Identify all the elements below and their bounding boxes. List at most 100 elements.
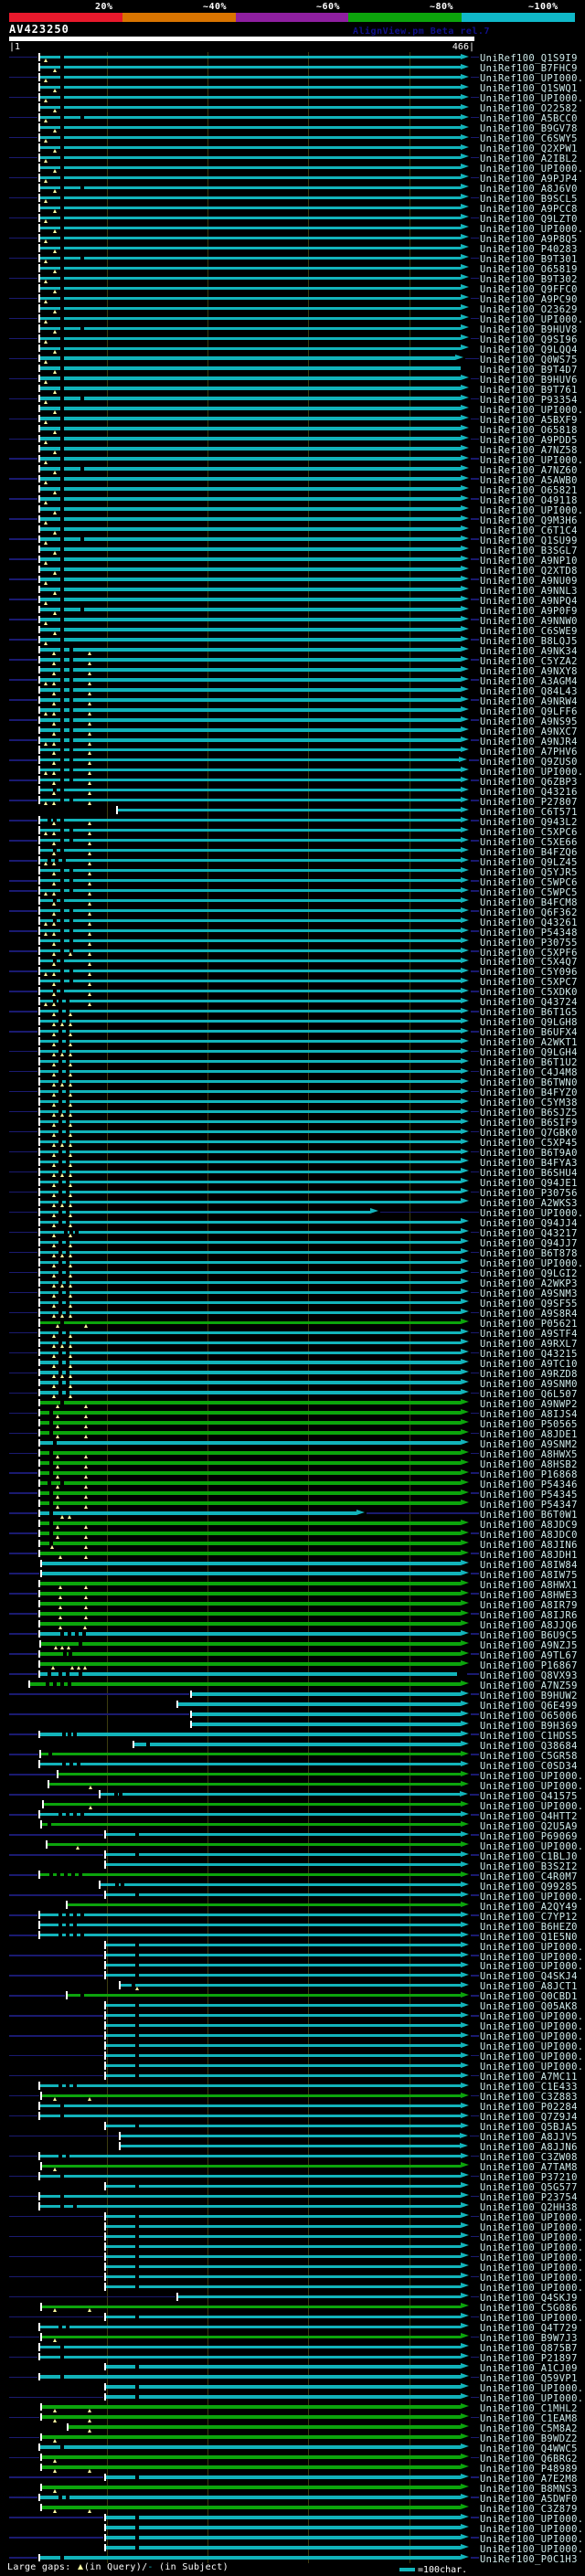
hit-label[interactable]: UniRef100_Q2XPW1: [480, 143, 578, 155]
hit-label[interactable]: UniRef100_A9SNM3: [480, 1288, 578, 1300]
hit-row[interactable]: UniRef100_O65821: [0, 484, 585, 496]
hit-row[interactable]: UniRef100_C4J4M8: [0, 1066, 585, 1078]
hit-row[interactable]: UniRef100_C5XDK0: [0, 986, 585, 998]
hit-label[interactable]: UniRef100_Q9LGI2: [480, 1268, 578, 1280]
hit-label[interactable]: UniRef100_A9NK34: [480, 645, 578, 657]
hit-label[interactable]: UniRef100_A5DWF0: [480, 2493, 578, 2505]
hit-label[interactable]: UniRef100_C3ZW08: [480, 2152, 578, 2164]
hit-label[interactable]: UniRef100_C6T1C4: [480, 525, 578, 536]
hit-label[interactable]: UniRef100_B6SJZ5: [480, 1108, 578, 1119]
hit-label[interactable]: UniRef100_C5XPC6: [480, 826, 578, 838]
hit-row[interactable]: UniRef100_Q5YJR5: [0, 865, 585, 878]
hit-row[interactable]: UniRef100_A9TL67: [0, 1648, 585, 1661]
hit-row[interactable]: UniRef100_O49118: [0, 494, 585, 506]
hit-row[interactable]: UniRef100_C5YM38: [0, 1097, 585, 1108]
hit-row[interactable]: UniRef100_A3AGM4: [0, 674, 585, 687]
hit-row[interactable]: UniRef100_B6T1U2: [0, 1056, 585, 1068]
hit-row[interactable]: UniRef100_UPI000..: [0, 92, 585, 105]
hit-row[interactable]: UniRef100_B9T302: [0, 273, 585, 285]
hit-label[interactable]: UniRef100_A8IW75: [480, 1569, 578, 1581]
hit-label[interactable]: UniRef100_UPI000..: [480, 766, 585, 778]
hit-label[interactable]: UniRef100_P54345: [480, 1489, 578, 1500]
hit-row[interactable]: UniRef100_A9P0F9: [0, 604, 585, 617]
hit-row[interactable]: UniRef100_C4R0M7: [0, 1870, 585, 1882]
hit-row[interactable]: UniRef100_A9SNM0: [0, 1378, 585, 1390]
hit-row[interactable]: UniRef100_B4FZQ6: [0, 845, 585, 858]
hit-label[interactable]: UniRef100_UPI000..: [480, 2253, 585, 2264]
hit-row[interactable]: UniRef100_Q9LGH4: [0, 1046, 585, 1059]
hit-row[interactable]: UniRef100_P16868: [0, 1468, 585, 1480]
hit-label[interactable]: UniRef100_A9NPQ4: [480, 595, 578, 607]
hit-label[interactable]: UniRef100_A5BXF9: [480, 415, 578, 427]
hit-row[interactable]: UniRef100_A8IJS4: [0, 1408, 585, 1421]
hit-label[interactable]: UniRef100_A2QY49: [480, 1901, 578, 1913]
hit-row[interactable]: UniRef100_P50565: [0, 1418, 585, 1430]
hit-label[interactable]: UniRef100_UPI000..: [480, 1941, 585, 1953]
hit-row[interactable]: UniRef100_UPI000..: [0, 163, 585, 175]
hit-row[interactable]: UniRef100_UPI000..: [0, 1940, 585, 1953]
hit-row[interactable]: UniRef100_A8JDC0: [0, 1529, 585, 1541]
hit-label[interactable]: UniRef100_Q9LGH8: [480, 1017, 578, 1029]
hit-label[interactable]: UniRef100_A9NXY8: [480, 665, 578, 677]
hit-row[interactable]: UniRef100_Q5BJA5: [0, 2121, 585, 2133]
hit-row[interactable]: UniRef100_UPI000..: [0, 1839, 585, 1852]
hit-label[interactable]: UniRef100_C6T571: [480, 806, 578, 818]
hit-row[interactable]: UniRef100_A9NU09: [0, 574, 585, 587]
hit-row[interactable]: UniRef100_P54348: [0, 926, 585, 938]
hit-label[interactable]: UniRef100_A8HSB2: [480, 1458, 578, 1470]
hit-row[interactable]: UniRef100_A7NZ60: [0, 464, 585, 476]
hit-label[interactable]: UniRef100_A2IBL2: [480, 154, 578, 165]
hit-row[interactable]: UniRef100_UPI000..: [0, 2392, 585, 2404]
hit-row[interactable]: UniRef100_Q2HH38: [0, 2201, 585, 2213]
hit-label[interactable]: UniRef100_UPI000..: [480, 93, 585, 105]
hit-label[interactable]: UniRef100_O65819: [480, 264, 578, 276]
hit-label[interactable]: UniRef100_B6T1G5: [480, 1007, 578, 1019]
hit-row[interactable]: UniRef100_C3Z879: [0, 2503, 585, 2515]
hit-label[interactable]: UniRef100_Q41575: [480, 1790, 578, 1802]
hit-row[interactable]: UniRef100_C1HDS5: [0, 1729, 585, 1742]
hit-label[interactable]: UniRef100_Q875B7: [480, 2343, 578, 2355]
hit-row[interactable]: UniRef100_A8HSB2: [0, 1458, 585, 1470]
hit-row[interactable]: UniRef100_UPI000..: [0, 2272, 585, 2284]
hit-row[interactable]: UniRef100_A1CJ09: [0, 2362, 585, 2374]
hit-label[interactable]: UniRef100_P54348: [480, 927, 578, 938]
hit-row[interactable]: UniRef100_C1MHL2: [0, 2402, 585, 2415]
hit-row[interactable]: UniRef100_C5GR58: [0, 1749, 585, 1762]
hit-label[interactable]: UniRef100_A9PC90: [480, 294, 578, 306]
hit-label[interactable]: UniRef100_UPI000..: [480, 504, 585, 516]
hit-row[interactable]: UniRef100_Q1SU99: [0, 535, 585, 546]
hit-row[interactable]: UniRef100_Q9LGH8: [0, 1016, 585, 1029]
hit-row[interactable]: UniRef100_B6T0W1: [0, 1509, 585, 1521]
hit-row[interactable]: UniRef100_C5XPC6: [0, 825, 585, 838]
hit-label[interactable]: UniRef100_Q9LGH4: [480, 1047, 578, 1059]
hit-label[interactable]: UniRef100_A8IJS4: [480, 1409, 578, 1421]
hit-row[interactable]: UniRef100_UPI000..: [0, 765, 585, 778]
hit-row[interactable]: UniRef100_P27807: [0, 795, 585, 808]
hit-row[interactable]: UniRef100_C6T571: [0, 805, 585, 818]
hit-row[interactable]: UniRef100_B4FYA3: [0, 1157, 585, 1169]
hit-row[interactable]: UniRef100_Q875B7: [0, 2342, 585, 2355]
hit-row[interactable]: UniRef100_UPI000..: [0, 2231, 585, 2243]
hit-row[interactable]: UniRef100_B9HUV6: [0, 374, 585, 386]
hit-label[interactable]: UniRef100_O22582: [480, 103, 578, 115]
hit-label[interactable]: UniRef100_Q9SI96: [480, 334, 578, 346]
hit-label[interactable]: UniRef100_C1MHL2: [480, 2403, 578, 2415]
hit-label[interactable]: UniRef100_Q9M3H6: [480, 514, 578, 526]
hit-row[interactable]: UniRef100_UPI000..: [0, 72, 585, 84]
hit-label[interactable]: UniRef100_UPI000..: [480, 1258, 585, 1270]
hit-label[interactable]: UniRef100_Q6L507: [480, 1389, 578, 1401]
hit-row[interactable]: UniRef100_C0SD34: [0, 1759, 585, 1772]
hit-row[interactable]: UniRef100_C5Y096: [0, 966, 585, 978]
hit-label[interactable]: UniRef100_P48989: [480, 2463, 578, 2475]
hit-label[interactable]: UniRef100_UPI000..: [480, 2263, 585, 2274]
hit-row[interactable]: UniRef100_A9S8R4: [0, 1308, 585, 1320]
hit-row[interactable]: UniRef100_A2IBL2: [0, 153, 585, 165]
hit-label[interactable]: UniRef100_Q43216: [480, 786, 578, 798]
hit-row[interactable]: UniRef100_UPI000..: [0, 2242, 585, 2253]
hit-label[interactable]: UniRef100_UPI000..: [480, 164, 585, 175]
hit-label[interactable]: UniRef100_UPI000..: [480, 2041, 585, 2053]
hit-row[interactable]: UniRef100_B9W7J3: [0, 2332, 585, 2344]
hit-row[interactable]: UniRef100_B6HEZ0: [0, 1920, 585, 1933]
hit-label[interactable]: UniRef100_P93354: [480, 395, 578, 407]
hit-label[interactable]: UniRef100_A8JCT1: [480, 1981, 578, 1993]
